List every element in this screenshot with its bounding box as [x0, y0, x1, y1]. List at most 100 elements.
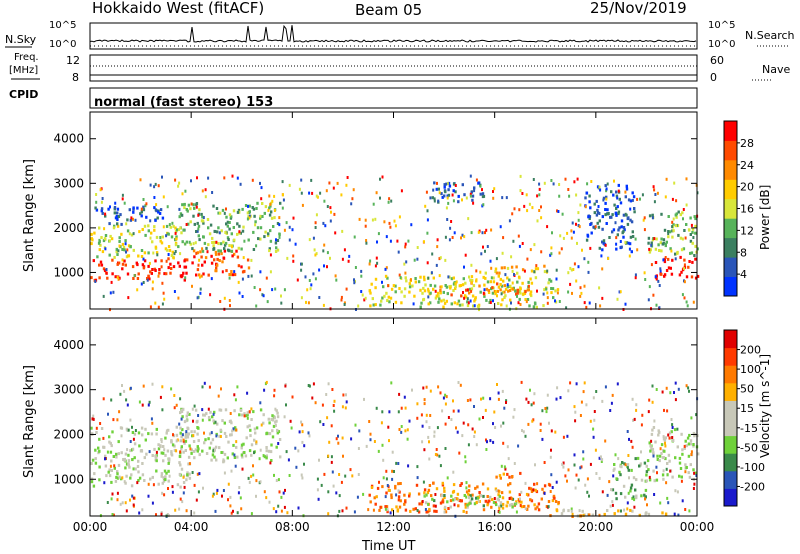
range-cell: [103, 237, 107, 241]
range-cell: [329, 219, 332, 223]
range-cell: [180, 410, 184, 413]
range-cell: [384, 274, 388, 278]
range-cell: [575, 222, 577, 226]
range-cell: [599, 455, 602, 459]
range-cell: [441, 483, 445, 487]
range-cell: [143, 456, 146, 460]
range-cell: [477, 496, 479, 500]
range-cell: [404, 429, 407, 433]
range-cell: [630, 483, 634, 487]
range-cell: [387, 284, 390, 288]
range-cell: [201, 449, 204, 453]
range-cell: [126, 229, 130, 233]
range-cell: [127, 244, 131, 248]
range-cell: [497, 274, 500, 278]
range-cell: [228, 221, 231, 224]
range-cell: [453, 231, 456, 235]
range-cell: [627, 491, 630, 495]
range-cell: [656, 191, 659, 195]
range-cell: [246, 411, 249, 415]
range-cell: [611, 500, 614, 504]
range-cell: [259, 408, 263, 412]
range-cell: [494, 487, 498, 491]
range-cell: [548, 278, 551, 282]
range-cell: [121, 476, 124, 480]
range-cell: [144, 438, 147, 442]
range-cell: [611, 488, 615, 492]
range-cell: [550, 246, 553, 250]
range-cell: [665, 467, 668, 471]
range-cell: [627, 468, 630, 472]
range-cell: [253, 286, 256, 289]
range-cell: [408, 494, 411, 498]
range-cell: [180, 445, 183, 449]
range-cell: [639, 462, 643, 466]
range-cell: [570, 236, 573, 240]
range-cell: [592, 396, 595, 400]
range-cell: [435, 487, 439, 491]
range-cell: [650, 241, 653, 245]
range-cell: [610, 401, 613, 405]
range-cell: [648, 398, 651, 402]
range-cell: [483, 194, 486, 198]
range-cell: [121, 242, 125, 246]
range-cell: [166, 449, 170, 453]
range-cell: [681, 237, 684, 241]
range-cell: [167, 461, 170, 465]
range-cell: [190, 430, 193, 434]
range-cell: [288, 238, 291, 242]
range-cell: [575, 193, 578, 197]
range-cell: [161, 385, 164, 389]
range-cell: [92, 414, 95, 418]
range-cell: [152, 251, 155, 255]
range-cell: [529, 277, 532, 281]
range-cell: [100, 263, 104, 267]
range-cell: [666, 409, 669, 413]
range-cell: [425, 385, 428, 389]
range-cell: [250, 418, 253, 421]
range-cell: [199, 291, 202, 295]
range-cell: [90, 480, 94, 484]
range-cell: [438, 191, 441, 195]
range-cell: [653, 188, 656, 192]
range-cell: [399, 482, 402, 485]
range-cell: [462, 291, 464, 294]
range-cell: [259, 181, 261, 185]
range-cell: [526, 257, 529, 261]
range-cell: [466, 288, 469, 292]
range-cell: [405, 279, 408, 283]
range-cell: [605, 195, 608, 199]
range-cell: [663, 260, 667, 264]
range-cell: [101, 197, 104, 200]
range-cell: [551, 231, 553, 235]
range-cell: [436, 181, 438, 185]
velocity-colorbar-tick-label: 200: [740, 344, 761, 357]
power-colorbar-tick-label: 28: [740, 137, 754, 150]
range-cell: [246, 416, 249, 420]
range-cell: [690, 453, 693, 456]
range-cell: [454, 184, 457, 187]
range-cell: [161, 216, 165, 220]
range-cell: [550, 448, 552, 452]
range-cell: [632, 476, 636, 480]
range-cell: [550, 473, 553, 477]
range-cell: [391, 477, 394, 481]
range-cell: [437, 199, 440, 203]
range-cell: [433, 181, 436, 185]
range-cell: [488, 301, 491, 304]
range-cell: [308, 191, 311, 195]
range-cell: [387, 295, 390, 299]
range-cell: [645, 464, 648, 468]
range-cell: [137, 272, 140, 276]
range-cell: [553, 496, 556, 500]
range-cell: [154, 182, 157, 186]
range-cell: [543, 484, 547, 488]
range-cell: [589, 419, 592, 423]
range-cell: [210, 254, 213, 258]
range-cell: [501, 502, 505, 506]
range-cell: [536, 482, 539, 486]
range-cell: [350, 202, 353, 206]
range-cell: [517, 275, 521, 279]
range-cell: [253, 451, 255, 455]
range-cell: [132, 210, 135, 214]
